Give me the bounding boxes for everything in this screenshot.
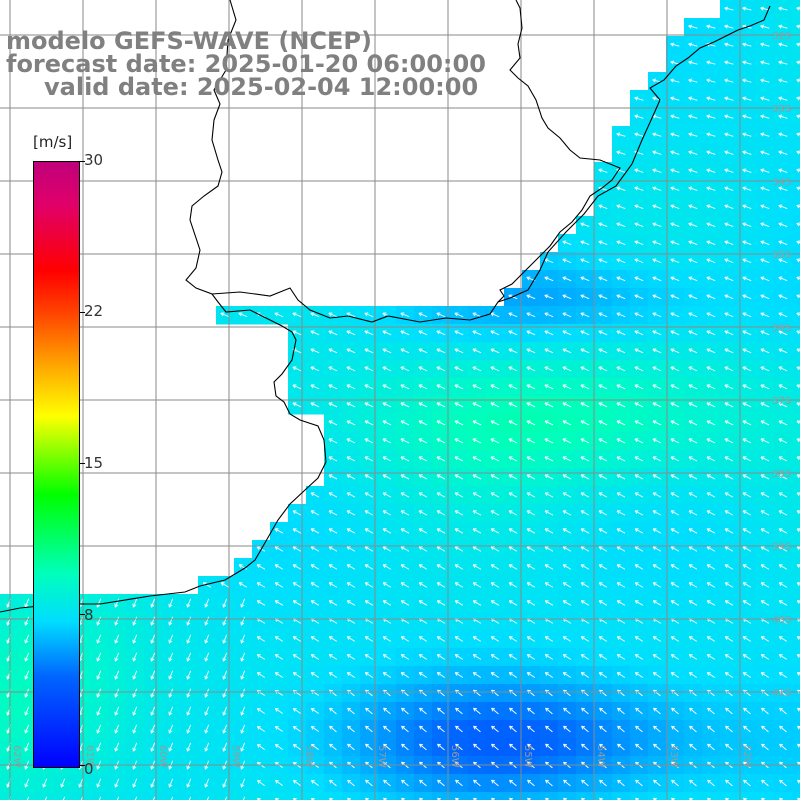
wind-cell <box>108 792 127 800</box>
wind-cell <box>450 792 469 800</box>
wind-cell <box>90 792 109 800</box>
wind-cell <box>558 792 577 800</box>
latitude-label: 40S <box>772 615 791 626</box>
wind-cell <box>468 792 487 800</box>
wind-cell <box>396 792 415 800</box>
latitude-label: 35S <box>772 250 791 261</box>
wind-cell <box>0 792 19 800</box>
wind-cell <box>342 792 361 800</box>
longitude-label: 60W <box>157 745 168 768</box>
wind-cell <box>126 792 145 800</box>
wind-cell <box>774 792 793 800</box>
longitude-label: 58W <box>303 745 314 768</box>
wind-cell <box>504 792 523 800</box>
wind-cell <box>324 792 343 800</box>
wind-cell <box>18 792 37 800</box>
wind-cell <box>36 792 55 800</box>
wind-cell <box>792 18 800 37</box>
wind-cell <box>216 792 235 800</box>
wind-cell <box>72 792 91 800</box>
wind-cell <box>522 792 541 800</box>
colorbar-unit-label: [m/s] <box>33 133 72 151</box>
wind-cell <box>792 36 800 55</box>
wind-cell <box>54 792 73 800</box>
wind-cell <box>414 792 433 800</box>
longitude-label: 52W <box>741 745 752 768</box>
wind-cell <box>540 792 559 800</box>
colorbar-tick-22: 22 <box>84 302 103 320</box>
wind-cell <box>576 792 595 800</box>
wind-cell <box>792 0 800 19</box>
valid-date: valid date: 2025-02-04 12:00:00 <box>6 76 486 99</box>
wind-cell <box>666 792 685 800</box>
wind-cell <box>270 792 289 800</box>
wind-cell <box>378 792 397 800</box>
latitude-label: 37S <box>772 396 791 407</box>
wind-cell <box>702 792 721 800</box>
wind-cell <box>486 792 505 800</box>
longitude-label: 53W <box>668 745 679 768</box>
latitude-label: 33S <box>772 104 791 115</box>
wind-cell <box>234 792 253 800</box>
map-title: modelo GEFS-WAVE (NCEP) forecast date: 2… <box>6 30 486 99</box>
wind-cell <box>648 792 667 800</box>
wind-cell <box>720 792 739 800</box>
latitude-label: 36S <box>772 323 791 334</box>
latitude-label: 32S <box>772 31 791 42</box>
longitude-label: 56W <box>449 745 460 768</box>
colorbar-tick-15: 15 <box>84 454 103 472</box>
wind-cell <box>594 792 613 800</box>
wind-cell <box>630 792 649 800</box>
colorbar-tick-8: 8 <box>84 606 94 624</box>
colorbar <box>33 161 80 768</box>
latitude-label: 34S <box>772 177 791 188</box>
colorbar-tick-0: 0 <box>84 760 94 778</box>
longitude-label: 57W <box>376 745 387 768</box>
wind-cell <box>180 792 199 800</box>
wind-cell <box>162 792 181 800</box>
wind-cell <box>144 792 163 800</box>
latitude-label: 41S <box>772 688 791 699</box>
longitude-label: 62W <box>11 745 22 768</box>
latitude-label: 38S <box>772 469 791 480</box>
latitude-label: 39S <box>772 542 791 553</box>
wind-cell <box>198 792 217 800</box>
longitude-label: 55W <box>522 745 533 768</box>
wind-cell <box>684 792 703 800</box>
longitude-label: 59W <box>230 745 241 768</box>
wind-cell <box>360 792 379 800</box>
colorbar-tick-30: 30 <box>84 151 103 169</box>
wind-cell <box>288 792 307 800</box>
wind-cell <box>306 792 325 800</box>
wind-cell <box>612 792 631 800</box>
wind-cell <box>252 792 271 800</box>
wind-cell <box>756 792 775 800</box>
wind-cell <box>738 792 757 800</box>
longitude-label: 54W <box>595 745 606 768</box>
